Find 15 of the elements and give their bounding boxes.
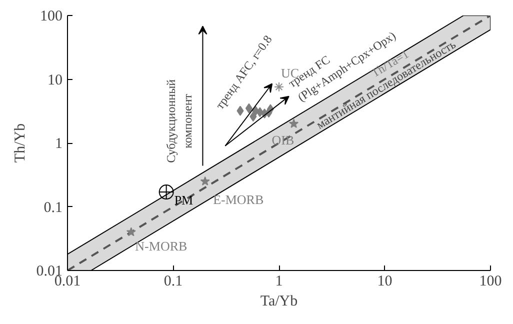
y-tick-label: 100 — [40, 8, 62, 24]
x-axis-title: Ta/Yb — [260, 294, 298, 310]
annotation: E-MORB — [213, 192, 264, 207]
x-tick-label: 1 — [275, 274, 283, 290]
x-tick-label: 0.1 — [164, 274, 183, 290]
y-axis-title: Th/Yb — [12, 123, 28, 163]
y-tick-label: 0.1 — [44, 200, 62, 216]
y-tick-label: 1 — [55, 136, 62, 152]
x-tick-label: 10 — [377, 274, 392, 290]
x-tick-label: 100 — [479, 274, 502, 290]
annotation: PM — [174, 192, 194, 208]
y-tick-label: 10 — [48, 72, 62, 88]
annotation: N-MORB — [135, 238, 188, 254]
annotation: OIB — [272, 132, 295, 148]
annotation: Субдукционный компонент — [164, 78, 195, 163]
